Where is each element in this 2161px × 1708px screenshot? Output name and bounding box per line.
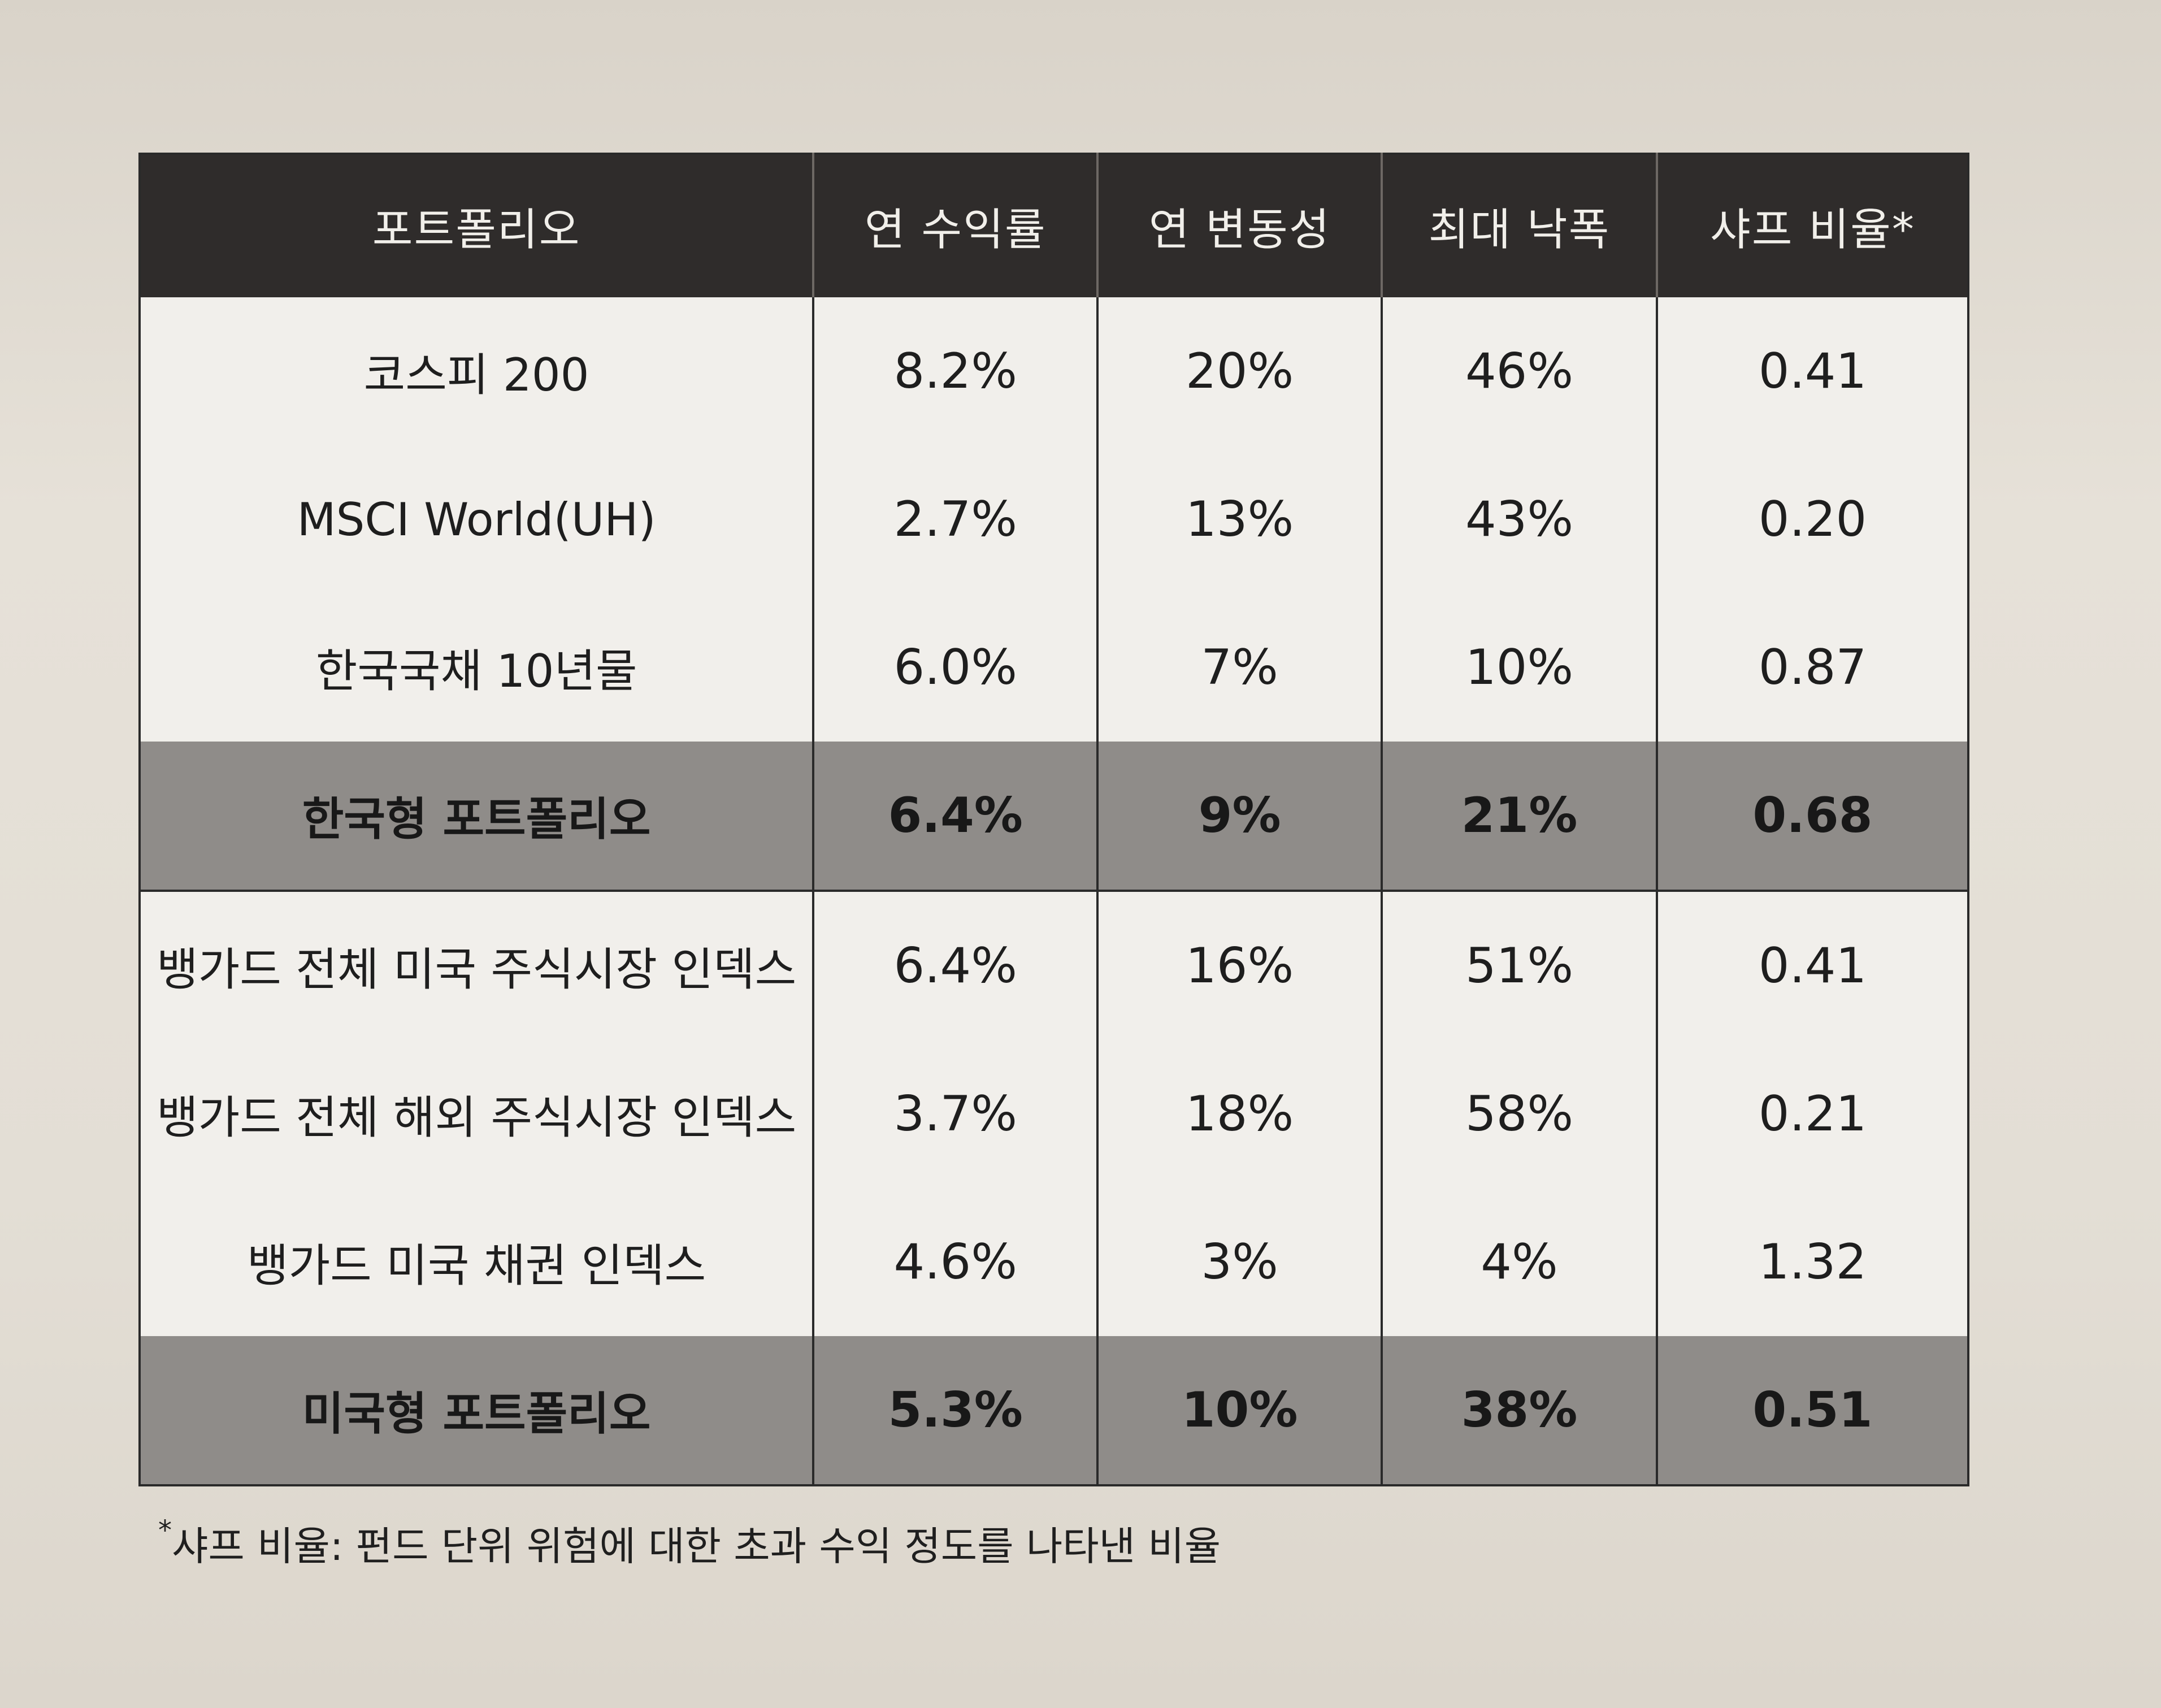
annual-return: 4.6% — [813, 1188, 1099, 1336]
annual-volatility: 10% — [1097, 1336, 1383, 1485]
max-drawdown: 38% — [1382, 1336, 1658, 1485]
summary-row-korean: 한국형 포트폴리오 6.4% 9% 21% 0.68 — [140, 742, 1968, 891]
sharpe-ratio: 0.51 — [1656, 1336, 1968, 1485]
table-row: 한국국채 10년물 6.0% 7% 10% 0.87 — [140, 593, 1968, 742]
table-row: 코스피 200 8.2% 20% 46% 0.41 — [140, 297, 1968, 445]
sharpe-ratio: 0.87 — [1656, 593, 1968, 742]
portfolio-name: 한국국채 10년물 — [140, 593, 815, 742]
portfolio-name: 뱅가드 전체 해외 주식시장 인덱스 — [140, 1040, 815, 1188]
annual-volatility: 7% — [1097, 593, 1383, 742]
sharpe-ratio: 0.20 — [1656, 445, 1968, 593]
portfolio-comparison-table: 포트폴리오 연 수익률 연 변동성 최대 낙폭 샤프 비율* 코스피 200 8… — [138, 153, 1969, 1486]
portfolio-name: 코스피 200 — [140, 297, 815, 445]
max-drawdown: 21% — [1382, 742, 1658, 891]
annual-volatility: 13% — [1097, 445, 1383, 593]
annual-return: 8.2% — [813, 297, 1099, 445]
table-row: MSCI World(UH) 2.7% 13% 43% 0.20 — [140, 445, 1968, 593]
portfolio-name: 뱅가드 미국 채권 인덱스 — [140, 1188, 815, 1336]
footnote-marker: * — [158, 1515, 172, 1546]
sharpe-ratio: 0.21 — [1656, 1040, 1968, 1188]
annual-volatility: 20% — [1097, 297, 1383, 445]
header-sharpe-ratio: 샤프 비율* — [1656, 154, 1968, 297]
footnote-text: 샤프 비율: 펀드 단위 위험에 대한 초과 수익 정도를 나타낸 비율 — [172, 1523, 1221, 1570]
annual-return: 6.4% — [813, 890, 1099, 1040]
annual-return: 3.7% — [813, 1040, 1099, 1188]
max-drawdown: 43% — [1382, 445, 1658, 593]
annual-volatility: 9% — [1097, 742, 1383, 891]
sharpe-ratio: 0.68 — [1656, 742, 1968, 891]
footnote: *샤프 비율: 펀드 단위 위험에 대한 초과 수익 정도를 나타낸 비율 — [158, 1515, 1221, 1572]
table-row: 뱅가드 전체 해외 주식시장 인덱스 3.7% 18% 58% 0.21 — [140, 1040, 1968, 1188]
table-row: 뱅가드 전체 미국 주식시장 인덱스 6.4% 16% 51% 0.41 — [140, 890, 1968, 1040]
portfolio-name: 미국형 포트폴리오 — [140, 1336, 815, 1485]
header-annual-return: 연 수익률 — [813, 154, 1099, 297]
portfolio-name: 뱅가드 전체 미국 주식시장 인덱스 — [140, 890, 815, 1040]
portfolio-name: MSCI World(UH) — [140, 445, 815, 593]
portfolio-name: 한국형 포트폴리오 — [140, 742, 815, 891]
annual-return: 6.0% — [813, 593, 1099, 742]
header-max-drawdown: 최대 낙폭 — [1382, 154, 1658, 297]
max-drawdown: 4% — [1382, 1188, 1658, 1336]
header-annual-volatility: 연 변동성 — [1097, 154, 1383, 297]
max-drawdown: 51% — [1382, 890, 1658, 1040]
annual-volatility: 3% — [1097, 1188, 1383, 1336]
summary-row-us: 미국형 포트폴리오 5.3% 10% 38% 0.51 — [140, 1336, 1968, 1485]
annual-return: 2.7% — [813, 445, 1099, 593]
portfolio-table-container: 포트폴리오 연 수익률 연 변동성 최대 낙폭 샤프 비율* 코스피 200 8… — [138, 153, 1969, 1486]
annual-volatility: 18% — [1097, 1040, 1383, 1188]
max-drawdown: 46% — [1382, 297, 1658, 445]
table-row: 뱅가드 미국 채권 인덱스 4.6% 3% 4% 1.32 — [140, 1188, 1968, 1336]
max-drawdown: 58% — [1382, 1040, 1658, 1188]
sharpe-ratio: 0.41 — [1656, 890, 1968, 1040]
annual-return: 6.4% — [813, 742, 1099, 891]
sharpe-ratio: 1.32 — [1656, 1188, 1968, 1336]
annual-return: 5.3% — [813, 1336, 1099, 1485]
annual-volatility: 16% — [1097, 890, 1383, 1040]
table-header-row: 포트폴리오 연 수익률 연 변동성 최대 낙폭 샤프 비율* — [140, 154, 1968, 297]
sharpe-ratio: 0.41 — [1656, 297, 1968, 445]
max-drawdown: 10% — [1382, 593, 1658, 742]
header-portfolio: 포트폴리오 — [140, 154, 815, 297]
